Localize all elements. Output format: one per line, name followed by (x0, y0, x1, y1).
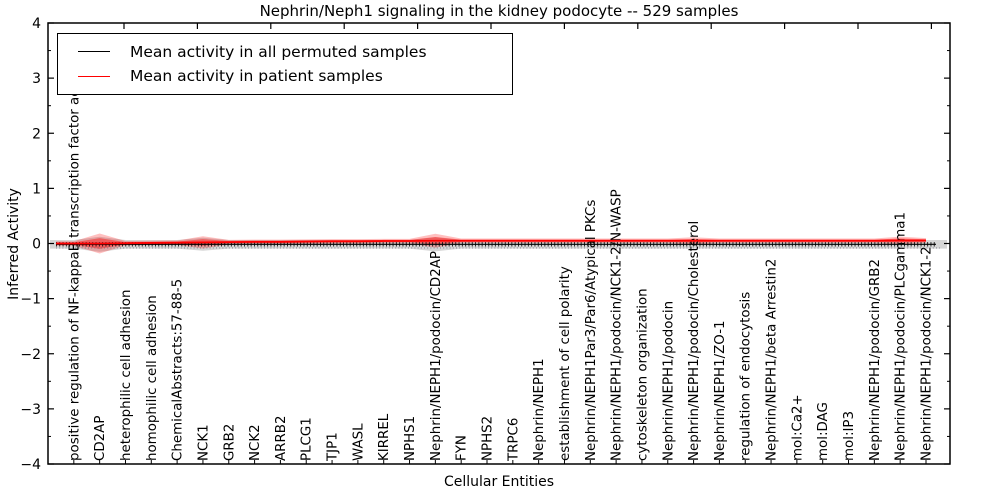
y-tick-label: −4 (20, 457, 41, 473)
x-tick-label: FYN (455, 435, 470, 461)
y-tick-label: −1 (20, 292, 41, 308)
y-tick-label: 3 (32, 71, 41, 87)
x-tick-label: Nephrin/NEPH1/podocin/GRB2 (868, 259, 883, 461)
x-tick-label: NCK1 (196, 424, 211, 461)
x-tick-label: Nephrin/NEPH1/podocin/PLCgamma1 (894, 212, 909, 461)
x-tick-label: mol:DAG (816, 402, 831, 461)
y-tick-label: 1 (32, 181, 41, 197)
x-tick-label: ARRB2 (274, 416, 289, 461)
x-tick-label: KIRREL (377, 413, 392, 461)
legend-label-permuted: Mean activity in all permuted samples (130, 42, 427, 61)
x-tick-label: regulation of endocytosis (739, 292, 754, 461)
legend-label-patient: Mean activity in patient samples (130, 67, 383, 86)
x-tick-label: NCK2 (248, 424, 263, 461)
x-tick-label: WASL (351, 423, 366, 461)
x-tick-label: establishment of cell polarity (558, 266, 573, 461)
y-tick-label: 2 (32, 126, 41, 142)
x-tick-label: CD2AP (93, 416, 108, 461)
x-tick-label: NPHS1 (403, 416, 418, 461)
legend-entry-patient: Mean activity in patient samples (58, 67, 512, 85)
patient-mean-line (56, 239, 926, 245)
x-tick-label: GRB2 (222, 424, 237, 461)
x-tick-label: Nephrin/NEPH1/ZO-1 (713, 320, 728, 461)
chart-title: Nephrin/Neph1 signaling in the kidney po… (259, 2, 739, 20)
legend: Mean activity in all permuted samples Me… (57, 33, 513, 95)
x-tick-label: Nephrin/NEPH1/beta Arrestin2 (765, 259, 780, 461)
x-axis-title: Cellular Entities (443, 474, 555, 490)
permuted-line-swatch (78, 51, 110, 53)
x-tick-label: PLCG1 (300, 417, 315, 461)
y-axis-title: Inferred Activity (6, 188, 22, 300)
x-tick-label: Nephrin/NEPH1/podocin (661, 301, 676, 461)
x-tick-label: homophilic cell adhesion (145, 295, 160, 461)
y-tick-label: 4 (32, 16, 41, 32)
x-tick-label: Nephrin/NEPH1 (532, 358, 547, 461)
y-tick-label: 0 (32, 237, 41, 253)
legend-entry-permuted: Mean activity in all permuted samples (58, 43, 512, 61)
x-tick-label: Nephrin/NEPH1/podocin/NCK1-2 (920, 246, 935, 461)
x-tick-label: cytoskeleton organization (635, 288, 650, 461)
x-tick-label: ChemicalAbstracts:57-88-5 (171, 279, 186, 461)
x-tick-label: TJP1 (326, 432, 341, 462)
x-tick-label: Nephrin/NEPH1/podocin/CD2AP (429, 251, 444, 461)
x-tick-label: mol:IP3 (842, 411, 857, 461)
patient-line-swatch (78, 75, 110, 77)
x-tick-label: mol:Ca2+ (790, 394, 805, 461)
x-tick-label: NPHS2 (481, 416, 496, 461)
x-tick-label: Nephrin/NEPH1/podocin/Cholesterol (687, 221, 702, 461)
patient-samples-band (56, 233, 926, 254)
y-tick-label: −2 (20, 347, 41, 363)
y-tick-label: −3 (20, 402, 41, 418)
x-tick-label: positive regulation of NF-kappaB transcr… (67, 56, 82, 461)
x-tick-label: Nephrin/NEPH1/podocin/NCK1-2/N-WASP (610, 189, 625, 461)
x-tick-label: TRPC6 (506, 418, 521, 462)
x-tick-label: heterophilic cell adhesion (119, 290, 134, 462)
x-tick-label: Nephrin/NEPH1Par3/Par6/Atypical PKCs (584, 200, 599, 461)
